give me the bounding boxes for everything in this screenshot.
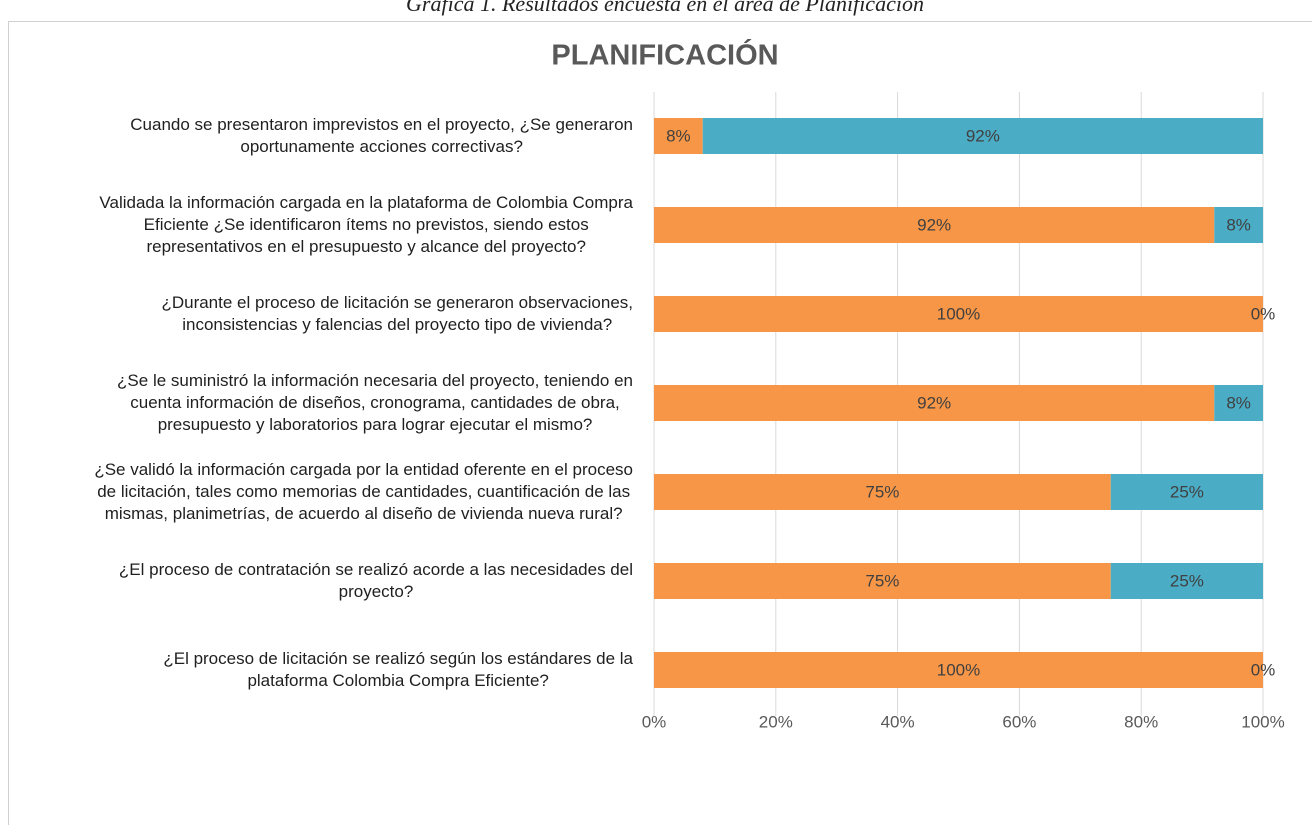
bar-segment [702, 118, 1263, 154]
data-label: 92% [917, 393, 951, 412]
x-tick-label: 60% [1002, 712, 1036, 731]
x-tick-label: 100% [1241, 712, 1284, 731]
data-label: 8% [666, 126, 691, 145]
bar-segment [1110, 474, 1263, 510]
chart-title: PLANIFICACIÓN [551, 38, 778, 72]
category-label: Validada la información cargada en la pl… [99, 193, 633, 256]
category-label: ¿El proceso de licitación se realizó seg… [163, 649, 633, 690]
bar-segment [654, 385, 1215, 421]
bar-segment [654, 563, 1111, 599]
category-label: ¿El proceso de contratación se realizó a… [118, 560, 633, 601]
x-tick-label: 20% [759, 712, 793, 731]
bar-segment [1214, 385, 1263, 421]
data-label: 100% [937, 304, 980, 323]
bar-segment [1214, 207, 1263, 243]
data-label: 25% [1170, 482, 1204, 501]
bar-segment [654, 652, 1263, 688]
category-label: Cuando se presentaron imprevistos en el … [130, 115, 633, 156]
category-label: ¿Se le suministró la información necesar… [117, 371, 633, 434]
x-tick-label: 40% [881, 712, 915, 731]
caption: Gráfica 1. Resultados encuesta en el áre… [406, 0, 924, 16]
category-label: ¿Durante el proceso de licitación se gen… [161, 293, 633, 334]
bar-segment [1110, 563, 1263, 599]
data-label: 0% [1251, 660, 1276, 679]
data-label: 75% [865, 571, 899, 590]
bar-segment [654, 296, 1263, 332]
bar-segment [654, 207, 1215, 243]
data-label: 8% [1226, 393, 1251, 412]
data-label: 0% [1251, 304, 1276, 323]
bar-segment [654, 474, 1111, 510]
data-label: 75% [865, 482, 899, 501]
data-label: 92% [917, 215, 951, 234]
x-tick-label: 80% [1124, 712, 1158, 731]
bar-segment [654, 118, 703, 154]
data-label: 92% [966, 126, 1000, 145]
chart-frame [8, 21, 1312, 825]
data-label: 8% [1226, 215, 1251, 234]
data-label: 100% [937, 660, 980, 679]
data-label: 25% [1170, 571, 1204, 590]
category-label: ¿Se validó la información cargada por la… [94, 460, 633, 523]
x-tick-label: 0% [642, 712, 667, 731]
